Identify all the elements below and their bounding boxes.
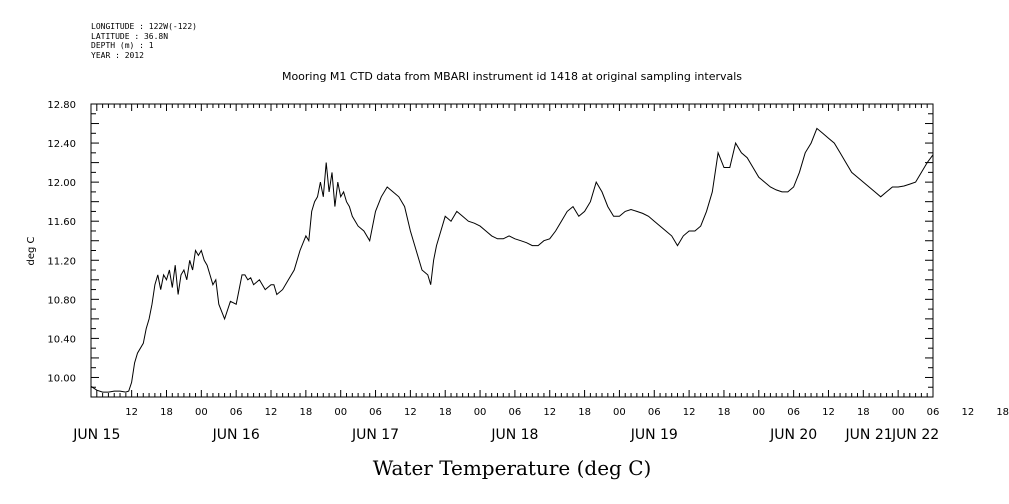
x-axis: 12 18 00 06 12 18 00 06 12 18 00 06 12 18 00 06 12 18 00 06… [72,104,1009,443]
y-tick-label: 10.00 [47,373,76,384]
x-hour-label: 00 [613,407,626,418]
x-hour-label: 18 [299,407,312,418]
y-tick-label: 12.80 [47,100,76,111]
x-hour-label: 18 [439,407,452,418]
x-hour-label: 06 [230,407,243,418]
x-hour-label: 12 [125,407,138,418]
x-hour-label: 12 [683,407,696,418]
metadata-block: LONGITUDE : 122W(-122) LATITUDE : 36.8N … [91,22,197,60]
x-hour-label: 06 [509,407,522,418]
x-hour-label: 18 [996,407,1009,418]
x-date-label: JUN 18 [490,427,538,443]
x-date-label: JUN 22 [891,427,939,443]
longitude-label: LONGITUDE : 122W(-122) [91,22,197,31]
x-date-label: JUN 20 [769,427,817,443]
chart-title: Mooring M1 CTD data from MBARI instrumen… [282,70,742,83]
x-hour-label: 06 [787,407,800,418]
x-date-label: JUN 19 [630,427,678,443]
x-date-label: JUN 15 [72,427,120,443]
x-hour-label: 12 [543,407,556,418]
x-date-label: JUN 17 [351,427,399,443]
depth-label: DEPTH (m) : 1 [91,41,154,50]
x-hour-label: 00 [752,407,765,418]
x-hour-label: 00 [195,407,208,418]
x-hour-label: 12 [404,407,417,418]
x-date-label: JUN 16 [212,427,260,443]
x-axis-label: Water Temperature (deg C) [373,456,652,480]
x-hour-label: 18 [578,407,591,418]
x-hour-label: 18 [160,407,173,418]
y-axis: 10.00 10.40 10.80 11.20 11.60 12.00 12.40 12.80 [47,100,933,398]
x-hour-label: 00 [474,407,487,418]
x-hour-label: 06 [369,407,382,418]
x-hour-label: 12 [961,407,974,418]
x-hour-label: 18 [718,407,731,418]
x-hour-label: 06 [927,407,940,418]
y-tick-label: 12.00 [47,178,76,189]
x-hour-label: 12 [822,407,835,418]
y-tick-label: 10.40 [47,334,76,345]
x-hour-label: 18 [857,407,870,418]
x-date-label: JUN 21 [845,427,893,443]
series-line-water-temperature [90,127,934,393]
x-hour-label: 12 [265,407,278,418]
latitude-label: LATITUDE : 36.8N [91,31,169,41]
x-hour-label: 06 [648,407,661,418]
plot-frame [90,103,934,398]
y-tick-label: 11.20 [47,256,76,267]
y-axis-label: deg C [26,236,37,265]
y-tick-label: 11.60 [47,217,76,228]
y-tick-label: 10.80 [47,295,76,306]
x-hour-label: 00 [892,407,905,418]
x-hour-label: 00 [334,407,347,418]
y-tick-label: 12.40 [47,139,76,150]
year-label: YEAR : 2012 [91,50,144,60]
